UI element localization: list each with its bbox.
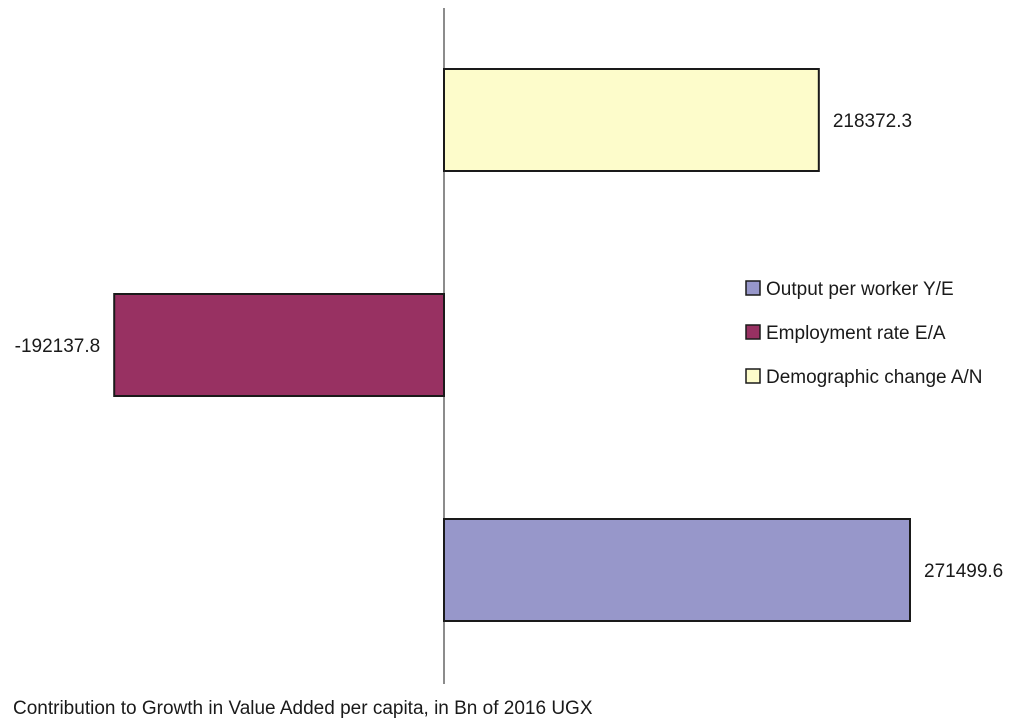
legend-label: Demographic change A/N <box>766 367 983 388</box>
data-label: 218372.3 <box>833 111 912 132</box>
bar-chart: 271499.6 -192137.8 218372.3 Output per wor… <box>15 8 1003 684</box>
data-label: 271499.6 <box>924 561 1003 582</box>
x-axis-caption: Contribution to Growth in Value Added pe… <box>13 698 593 719</box>
bars-group: 271499.6 -192137.8 218372.3 <box>15 68 1003 622</box>
legend-swatch <box>745 280 761 296</box>
bar-output-per-worker-y-e <box>443 518 911 622</box>
data-label: -192137.8 <box>15 336 101 357</box>
bar-demographic-change-a-n <box>443 68 820 172</box>
legend-swatch <box>745 368 761 384</box>
legend-label: Employment rate E/A <box>766 323 946 344</box>
legend-swatch <box>745 324 761 340</box>
legend-label: Output per worker Y/E <box>766 279 954 300</box>
bar-employment-rate-e-a <box>113 293 445 397</box>
legend: Output per worker Y/E Employment rate E/A… <box>745 279 983 388</box>
